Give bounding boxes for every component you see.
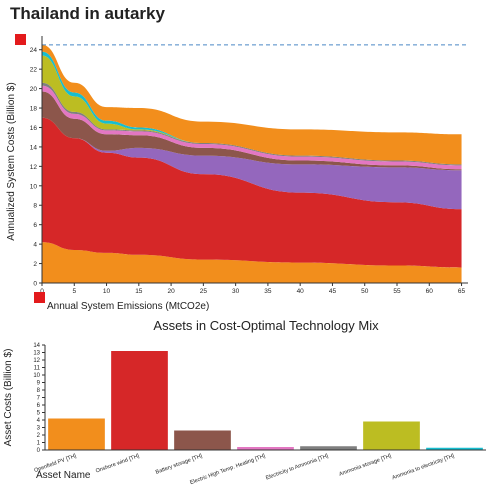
bar-category-label: Ammonia storage [TH] — [338, 453, 392, 478]
bar-y-tick-label: 2 — [37, 433, 41, 439]
bar-y-tick-label: 4 — [37, 418, 41, 424]
bar-category-label: Ammonia to electricity [TH] — [391, 453, 455, 481]
bar-y-tick-label: 10 — [33, 373, 40, 379]
area-series-8 — [42, 44, 462, 165]
bar-category-label: Battery storage [TH] — [155, 453, 204, 476]
bar-chart: Assets in Cost-Optimal Technology MixOpe… — [3, 318, 486, 486]
bar-y-tick-label: 6 — [37, 403, 41, 409]
bar-6 — [426, 447, 483, 450]
x-tick-label: 10 — [103, 288, 111, 295]
bar-y-tick-label: 9 — [37, 381, 41, 387]
x-tick-label: 60 — [426, 288, 434, 295]
bar-chart-title: Assets in Cost-Optimal Technology Mix — [153, 318, 379, 333]
y-tick-label: 6 — [33, 222, 37, 229]
y-tick-label: 10 — [30, 183, 38, 190]
bar-y-tick-label: 11 — [34, 366, 41, 372]
bar-y-tick-label: 0 — [37, 448, 41, 454]
bar-2 — [174, 430, 231, 450]
bar-0 — [48, 418, 105, 450]
area-series-1 — [42, 117, 462, 268]
x-range-handle[interactable] — [34, 292, 45, 303]
y-tick-label: 12 — [30, 164, 38, 171]
bar-y-tick-label: 8 — [37, 388, 41, 394]
bar-x-axis-title: Asset Name — [36, 470, 91, 481]
x-tick-label: 5 — [72, 288, 76, 295]
x-tick-label: 0 — [40, 288, 44, 295]
bar-y-axis-title: Asset Costs (Billion $) — [3, 349, 14, 447]
page-title: Thailand in autarky — [10, 4, 165, 23]
bar-5 — [363, 421, 420, 450]
bar-3 — [237, 447, 294, 450]
bar-y-tick-label: 12 — [33, 358, 40, 364]
y-tick-label: 20 — [30, 86, 38, 93]
x-tick-label: 20 — [167, 288, 175, 295]
x-tick-label: 15 — [135, 288, 143, 295]
bar-category-label: Electricity to Ammonia [TH] — [265, 453, 330, 481]
area-series-2 — [42, 117, 462, 210]
x-tick-label: 45 — [329, 288, 337, 295]
y-tick-label: 8 — [33, 203, 37, 210]
y-range-handle[interactable] — [15, 34, 26, 45]
x-tick-label: 55 — [393, 288, 401, 295]
x-tick-label: 35 — [264, 288, 272, 295]
y-tick-label: 22 — [30, 67, 38, 74]
area-chart: 0246810121416182022240510152025303540455… — [6, 36, 468, 312]
x-axis-title: Annual System Emissions (MtCO2e) — [47, 301, 209, 312]
y-tick-label: 14 — [30, 144, 38, 151]
area-series-3 — [42, 91, 462, 171]
y-tick-label: 16 — [30, 125, 38, 132]
y-tick-label: 0 — [33, 281, 37, 288]
bar-category-label: Onshore wind [TH] — [95, 453, 141, 474]
area-series-0 — [42, 242, 462, 283]
bar-y-tick-label: 7 — [37, 396, 41, 402]
x-tick-label: 40 — [297, 288, 305, 295]
x-tick-label: 25 — [200, 288, 208, 295]
y-tick-label: 24 — [30, 47, 38, 54]
area-series-4 — [42, 85, 462, 170]
y-tick-label: 4 — [33, 242, 37, 249]
x-tick-label: 30 — [232, 288, 240, 295]
bar-y-tick-label: 13 — [33, 351, 40, 357]
x-tick-label: 50 — [361, 288, 369, 295]
y-tick-label: 2 — [33, 261, 37, 268]
y-tick-label: 18 — [30, 106, 38, 113]
bar-y-tick-label: 14 — [33, 343, 40, 349]
bar-y-tick-label: 5 — [37, 411, 41, 417]
bar-4 — [300, 446, 357, 450]
bar-1 — [111, 351, 168, 450]
y-axis-title: Annualized System Costs (Billion $) — [6, 82, 17, 240]
x-tick-label: 65 — [458, 288, 466, 295]
bar-y-tick-label: 1 — [37, 441, 41, 447]
bar-y-tick-label: 3 — [37, 426, 41, 432]
